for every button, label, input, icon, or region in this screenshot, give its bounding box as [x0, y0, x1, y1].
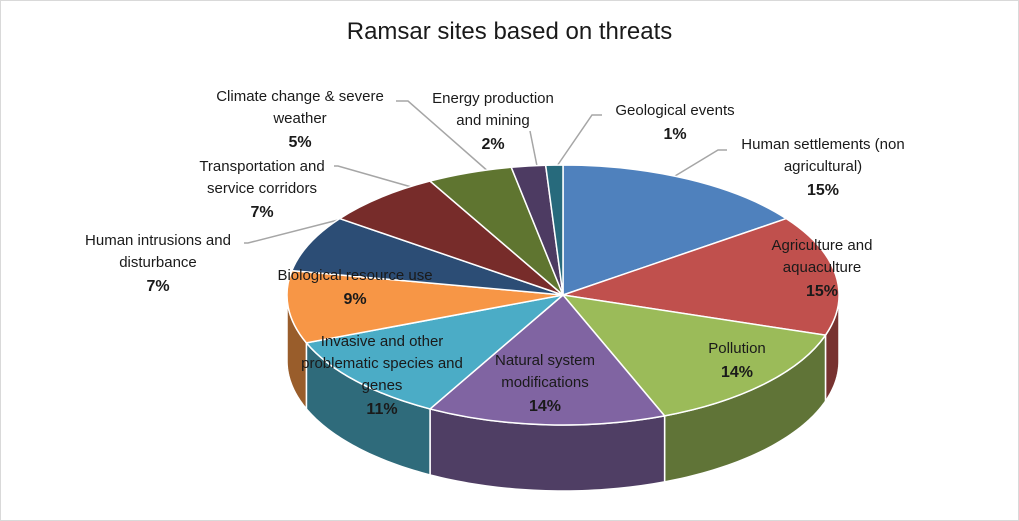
slice-label-7-line-0: Transportation and — [199, 158, 324, 175]
slice-label-3-line-0: Natural system — [495, 352, 595, 369]
slice-label-0-line-0: Human settlements (non — [741, 136, 904, 153]
slice-percent-5: 9% — [343, 291, 366, 308]
slice-percent-8: 5% — [288, 134, 311, 151]
slice-labels: Human settlements (non agricultural) 15% Ag… — [85, 88, 905, 418]
leader-lines — [244, 100, 727, 244]
slice-percent-6: 7% — [146, 278, 169, 295]
leader-line-8 — [396, 100, 491, 174]
slice-percent-9: 2% — [481, 136, 504, 153]
slice-label-9-line-1: and mining — [456, 112, 529, 129]
slice-label-2-line-0: Pollution — [708, 340, 766, 357]
slice-label-0-line-1: agricultural) — [784, 158, 862, 175]
slice-percent-0: 15% — [807, 182, 839, 199]
slice-label-8-line-1: weather — [272, 110, 326, 127]
pie-slice-4[interactable] — [304, 293, 566, 410]
leader-line-6 — [244, 219, 339, 244]
slice-label-9-line-0: Energy production — [432, 90, 554, 107]
slice-label-4-line-0: Invasive and other — [321, 333, 444, 350]
slice-percent-3: 14% — [529, 398, 561, 415]
slice-label-1-line-0: Agriculture and — [772, 237, 873, 254]
slice-label-5-line-0: Biological resource use — [277, 267, 432, 284]
slice-label-4-line-2: genes — [362, 377, 403, 394]
pie-slice-10[interactable] — [544, 164, 564, 296]
leader-line-10 — [556, 114, 602, 167]
chart-title: Ramsar sites based on threats — [346, 18, 673, 45]
slice-label-4-line-1: problematic species and — [301, 355, 463, 372]
slice-label-6-line-0: Human intrusions and — [85, 232, 231, 249]
pie-slice-3[interactable] — [428, 293, 667, 426]
slice-label-6-line-1: disturbance — [119, 254, 197, 271]
pie-slice-5[interactable] — [286, 269, 564, 344]
pie-slice-1[interactable] — [562, 217, 840, 336]
slice-label-1-line-1: aquaculture — [783, 259, 861, 276]
slice-percent-4: 11% — [366, 401, 397, 418]
pie-slice-6[interactable] — [290, 217, 564, 296]
leader-line-7 — [334, 165, 416, 189]
pie-slice-7[interactable] — [338, 180, 564, 296]
pie-slice-2[interactable] — [561, 293, 827, 417]
pie-slice-0[interactable] — [562, 164, 788, 297]
slice-percent-1: 15% — [806, 283, 838, 300]
pie-top-layer — [286, 164, 840, 426]
slice-label-10-line-0: Geological events — [615, 102, 734, 119]
slice-percent-10: 1% — [663, 126, 686, 143]
slice-label-7-line-1: service corridors — [207, 180, 317, 197]
pie-side-layer — [286, 294, 840, 492]
leader-line-9 — [529, 130, 538, 167]
slice-label-3-line-1: modifications — [501, 374, 589, 391]
slice-percent-7: 7% — [250, 204, 273, 221]
slice-percent-2: 14% — [721, 364, 753, 381]
leader-line-0 — [674, 149, 727, 177]
slice-label-8-line-0: Climate change & severe — [216, 88, 384, 105]
